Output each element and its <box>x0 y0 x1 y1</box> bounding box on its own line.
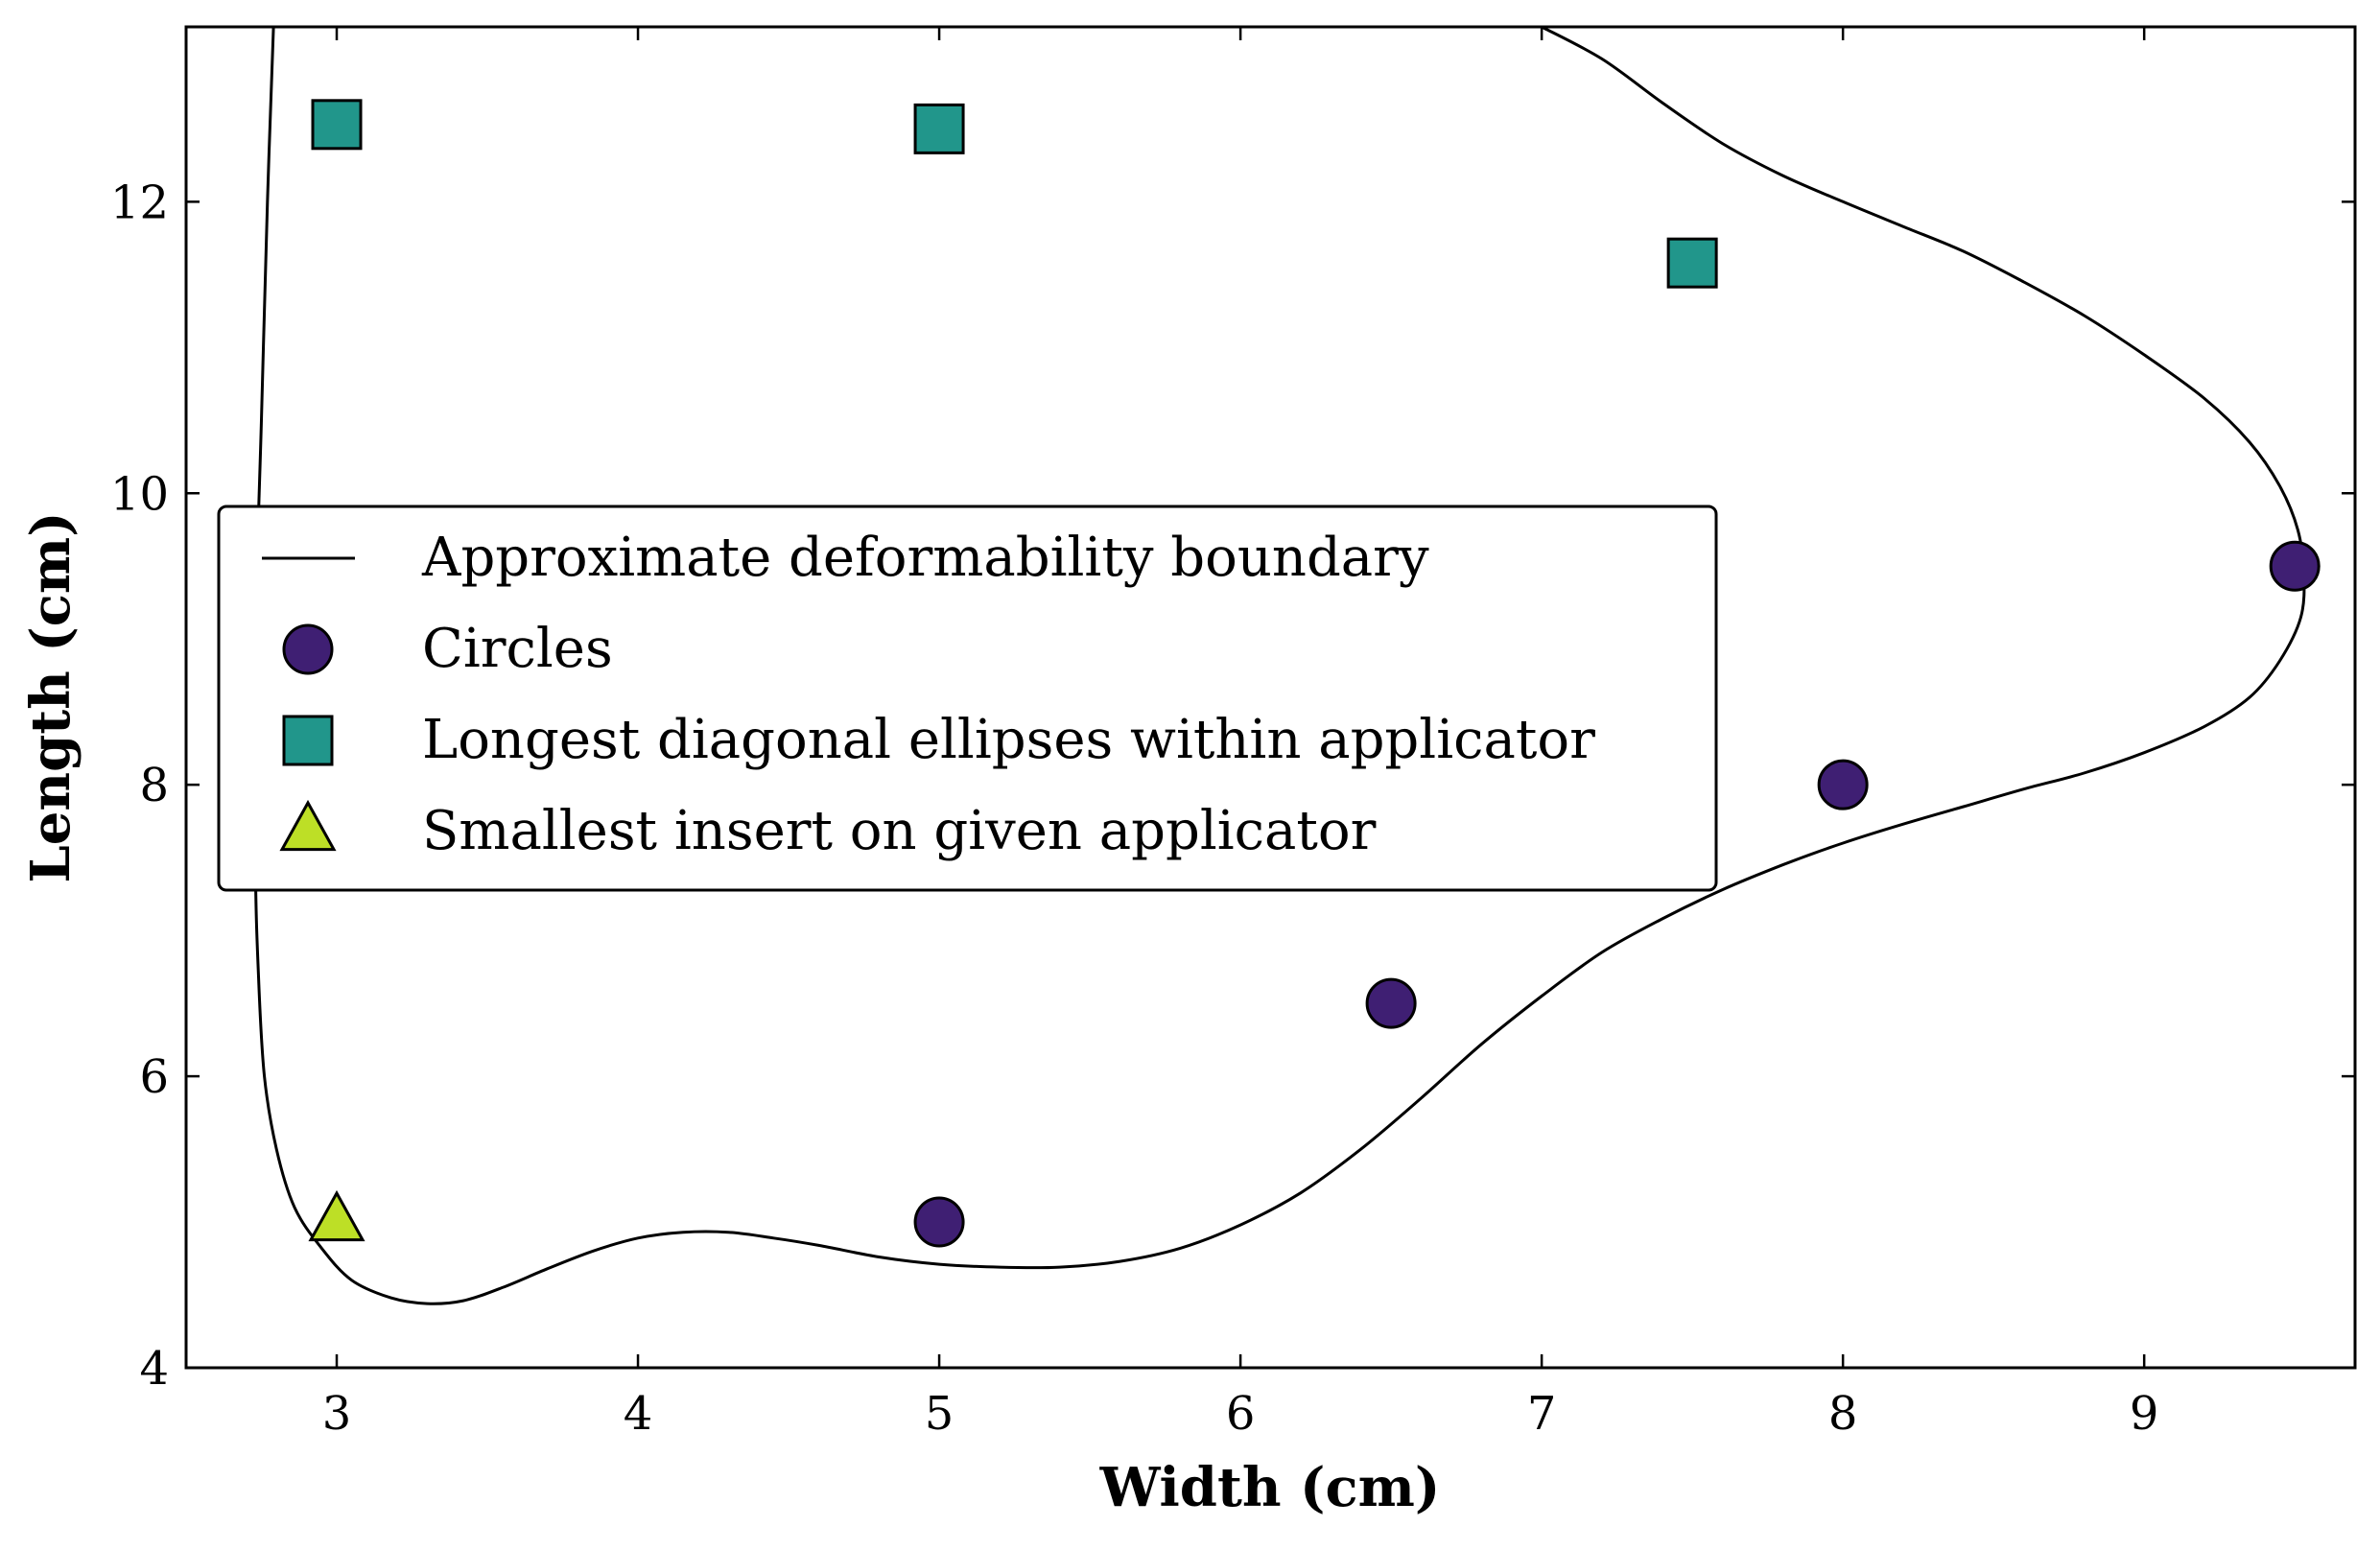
axis-ticks: 3 4 5 6 7 8 9 4 6 8 10 12 <box>110 27 2355 1441</box>
plot-area <box>253 27 2321 1305</box>
legend-label-circles: Circles <box>422 618 613 680</box>
x-tick-label: 5 <box>925 1387 954 1441</box>
x-axis-label: Width (cm) <box>1099 1456 1441 1519</box>
y-tick-label: 12 <box>110 176 169 229</box>
circle-data-point <box>913 1196 965 1248</box>
circle-data-point <box>1365 977 1417 1029</box>
legend-markers <box>279 623 337 852</box>
legend-square-marker <box>282 715 334 766</box>
x-tick-label: 6 <box>1226 1387 1256 1441</box>
legend-label-boundary: Approximate deformability boundary <box>421 527 1429 589</box>
legend-circle-marker <box>282 623 334 675</box>
legend: Approximate deformability boundary Circl… <box>217 505 1718 892</box>
square-data-point <box>1666 237 1718 289</box>
x-tick-label: 8 <box>1828 1387 1858 1441</box>
legend-frame <box>217 505 1718 892</box>
x-tick-label: 9 <box>2130 1387 2159 1441</box>
plot-clip-group <box>253 27 2306 1305</box>
boundary-curve <box>253 27 2306 1305</box>
plot-frame <box>184 25 2357 1370</box>
legend-triangle-marker <box>279 799 337 852</box>
y-tick-label: 10 <box>110 467 169 521</box>
y-tick-label: 8 <box>139 759 169 812</box>
legend-label-ellipses: Longest diagonal ellipses within applica… <box>422 709 1595 771</box>
x-tick-label: 3 <box>322 1387 352 1441</box>
legend-label-insert: Smallest insert on given applicator <box>422 800 1377 862</box>
square-data-point <box>311 99 363 151</box>
x-tick-label: 7 <box>1527 1387 1557 1441</box>
square-data-point <box>913 103 965 154</box>
triangle-data-point <box>308 1189 365 1242</box>
y-tick-label: 6 <box>139 1050 169 1104</box>
circle-data-point <box>2269 540 2321 592</box>
circle-data-point <box>1817 759 1869 810</box>
y-tick-label: 4 <box>139 1342 169 1396</box>
x-tick-label: 4 <box>624 1387 653 1441</box>
y-axis-label: Length (cm) <box>19 511 82 882</box>
